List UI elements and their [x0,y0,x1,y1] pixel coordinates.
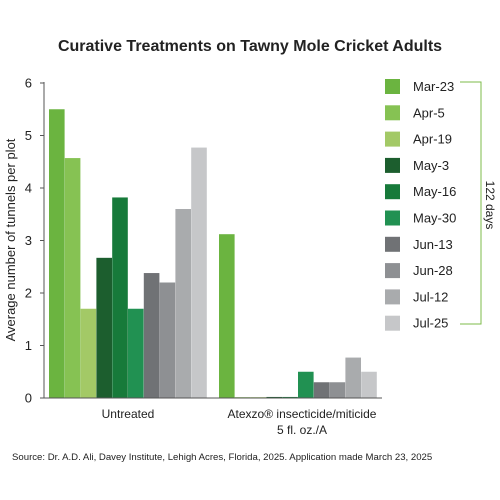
x-category-labels: Untreated Atexzo® insecticide/miticide 5 f… [102,407,377,437]
y-tick-label: 2 [25,286,32,301]
bar-jun-28 [159,282,176,398]
source-note: Source: Dr. A.D. Ali, Davey Institute, L… [12,452,433,463]
legend-swatch [385,105,400,121]
legend-label: Apr-5 [413,105,445,120]
legend-swatch [385,157,400,173]
legend-swatch [385,131,400,147]
bar-jul-12 [345,357,361,398]
bar-may-16 [282,396,298,398]
bar-jul-12 [175,209,191,398]
legend-swatch [385,289,400,305]
bar-may-30 [128,308,144,398]
y-tick-label: 4 [25,181,32,196]
legend-swatch [385,236,400,252]
legend-label: Jul-12 [413,289,448,304]
bar-jul-25 [191,147,207,398]
legend-swatch [385,79,400,94]
bracket-line [460,81,482,325]
bar-may-3 [96,257,112,398]
y-ticks: 0 1 2 3 4 5 6 [25,76,44,406]
y-tick-label: 1 [25,338,32,353]
bar-may-16 [112,197,128,398]
legend-swatch [385,184,400,200]
legend-swatch [385,315,400,331]
bar-may-3 [266,396,282,398]
bar-apr-5 [64,158,81,398]
legend-label: Apr-19 [413,132,452,147]
bar-mar-23 [219,234,235,398]
bars-layer [49,109,377,398]
legend-label: May-3 [413,158,449,173]
bar-jun-13 [313,382,330,398]
chart-title: Curative Treatments on Tawny Mole Cricke… [57,38,443,55]
bar-jul-25 [361,371,377,398]
legend-swatch [385,210,400,226]
legend-label: May-30 [413,211,456,226]
legend-label: May-16 [413,184,456,199]
bar-mar-23 [49,109,65,398]
bar-may-30 [298,371,314,398]
bracket-annotation-label: 122 days [483,181,497,230]
legend-label: Mar-23 [413,79,454,94]
bar-jun-28 [329,382,346,398]
legend: Mar-23 Apr-5 Apr-19 May-3 May-16 May-30 Jun-13… [385,79,456,331]
x-category-label: Atexzo® insecticide/miticide [228,407,377,421]
y-tick-label: 3 [25,233,32,248]
bar-jun-13 [143,273,160,398]
bar-apr-19 [80,308,97,398]
legend-label: Jul-25 [413,316,448,331]
y-tick-label: 6 [25,76,32,91]
days-bracket: 122 days [460,81,497,325]
y-tick-label: 0 [25,391,32,406]
legend-label: Jun-28 [413,263,453,278]
legend-swatch [385,263,400,279]
legend-label: Jun-13 [413,237,453,252]
y-tick-label: 5 [25,128,32,143]
x-category-label: Untreated [102,407,155,421]
x-category-sublabel: 5 fl. oz./A [277,423,327,437]
y-axis-label: Average number of tunnels per plot [3,138,18,341]
